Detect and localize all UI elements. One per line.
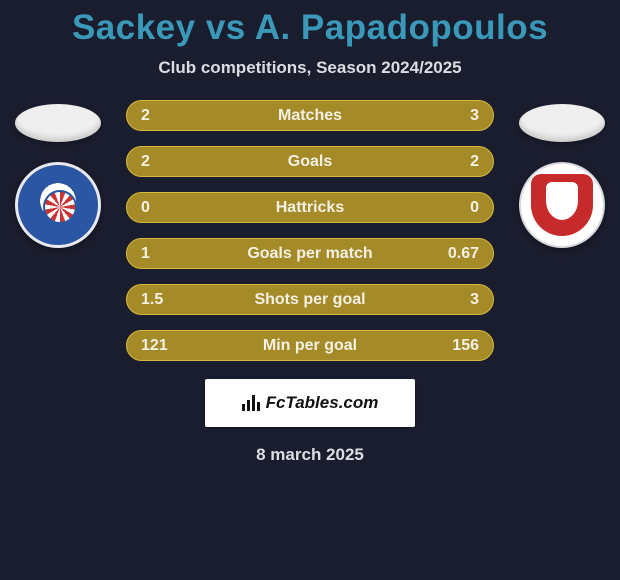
stat-left-value: 2 (141, 153, 181, 171)
stat-row: 2Matches3 (126, 100, 494, 131)
stat-right-value: 2 (439, 153, 479, 171)
stat-left-value: 0 (141, 199, 181, 217)
left-player-column (8, 100, 108, 248)
page-title: Sackey vs A. Papadopoulos (0, 8, 620, 48)
subtitle: Club competitions, Season 2024/2025 (0, 58, 620, 78)
stat-right-value: 3 (439, 291, 479, 309)
right-player-column (512, 100, 612, 248)
stat-left-value: 121 (141, 337, 181, 355)
stat-right-value: 3 (439, 107, 479, 125)
stat-left-value: 2 (141, 107, 181, 125)
stat-left-value: 1.5 (141, 291, 181, 309)
stat-right-value: 156 (439, 337, 479, 355)
stat-right-value: 0.67 (439, 245, 479, 263)
date-label: 8 march 2025 (0, 445, 620, 465)
left-club-badge-icon (15, 162, 101, 248)
barchart-icon (242, 395, 260, 411)
stat-left-value: 1 (141, 245, 181, 263)
stat-row: 1.5Shots per goal3 (126, 284, 494, 315)
stats-column: 2Matches3 2Goals2 0Hattricks0 1Goals per ma… (126, 100, 494, 361)
comparison-card: Sackey vs A. Papadopoulos Club competiti… (0, 0, 620, 465)
stat-row: 2Goals2 (126, 146, 494, 177)
right-flag-icon (519, 104, 605, 142)
attribution-badge: FcTables.com (205, 379, 415, 427)
stat-row: 121Min per goal156 (126, 330, 494, 361)
attribution-text: FcTables.com (266, 393, 379, 413)
stat-right-value: 0 (439, 199, 479, 217)
left-flag-icon (15, 104, 101, 142)
stat-row: 0Hattricks0 (126, 192, 494, 223)
main-row: 2Matches3 2Goals2 0Hattricks0 1Goals per ma… (0, 100, 620, 361)
stat-row: 1Goals per match0.67 (126, 238, 494, 269)
right-club-badge-icon (519, 162, 605, 248)
